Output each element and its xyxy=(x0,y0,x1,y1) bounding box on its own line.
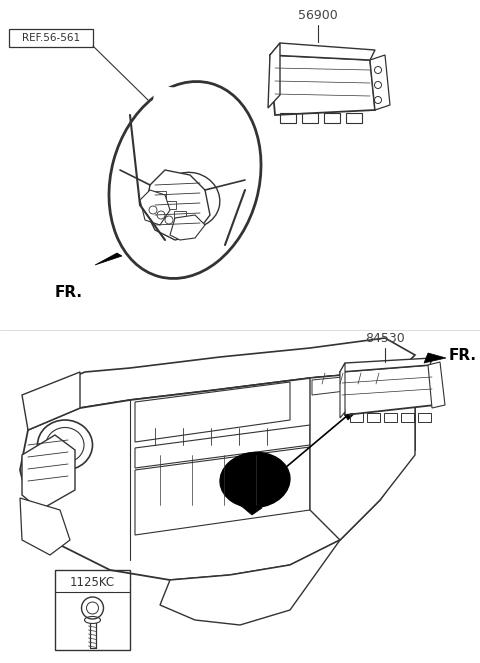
Bar xyxy=(350,413,363,422)
Polygon shape xyxy=(170,215,205,240)
Polygon shape xyxy=(20,370,415,580)
Bar xyxy=(302,113,318,123)
Polygon shape xyxy=(135,425,310,468)
Polygon shape xyxy=(135,382,290,442)
Bar xyxy=(324,113,340,123)
Polygon shape xyxy=(340,363,345,418)
Polygon shape xyxy=(370,55,390,110)
Polygon shape xyxy=(95,253,122,265)
Ellipse shape xyxy=(220,452,290,508)
Bar xyxy=(55,570,130,650)
Bar xyxy=(346,113,362,123)
Polygon shape xyxy=(22,435,75,510)
Text: REF.56-561: REF.56-561 xyxy=(22,33,80,43)
Bar xyxy=(384,413,397,422)
Polygon shape xyxy=(140,190,170,225)
Text: FR.: FR. xyxy=(449,348,477,363)
Polygon shape xyxy=(22,372,80,430)
Bar xyxy=(401,413,414,422)
Polygon shape xyxy=(20,498,70,555)
Text: 1125KC: 1125KC xyxy=(70,575,115,589)
Polygon shape xyxy=(340,365,435,415)
Polygon shape xyxy=(428,362,445,408)
Bar xyxy=(184,221,196,229)
Polygon shape xyxy=(268,43,280,108)
Polygon shape xyxy=(150,85,245,135)
Bar xyxy=(280,113,296,123)
Polygon shape xyxy=(145,170,210,240)
Polygon shape xyxy=(28,338,415,430)
Polygon shape xyxy=(310,370,415,540)
Polygon shape xyxy=(135,447,310,535)
Polygon shape xyxy=(340,358,432,372)
Polygon shape xyxy=(424,353,446,363)
Polygon shape xyxy=(240,498,262,515)
Bar xyxy=(154,191,166,199)
Bar xyxy=(174,211,186,219)
Polygon shape xyxy=(312,372,395,395)
Text: 84530: 84530 xyxy=(365,332,405,345)
Bar xyxy=(164,201,176,209)
Polygon shape xyxy=(270,55,375,115)
Text: 56900: 56900 xyxy=(298,9,338,22)
Polygon shape xyxy=(160,540,340,625)
Polygon shape xyxy=(340,408,355,420)
Polygon shape xyxy=(270,43,375,60)
Bar xyxy=(367,413,380,422)
Bar xyxy=(418,413,431,422)
Text: FR.: FR. xyxy=(55,285,83,300)
